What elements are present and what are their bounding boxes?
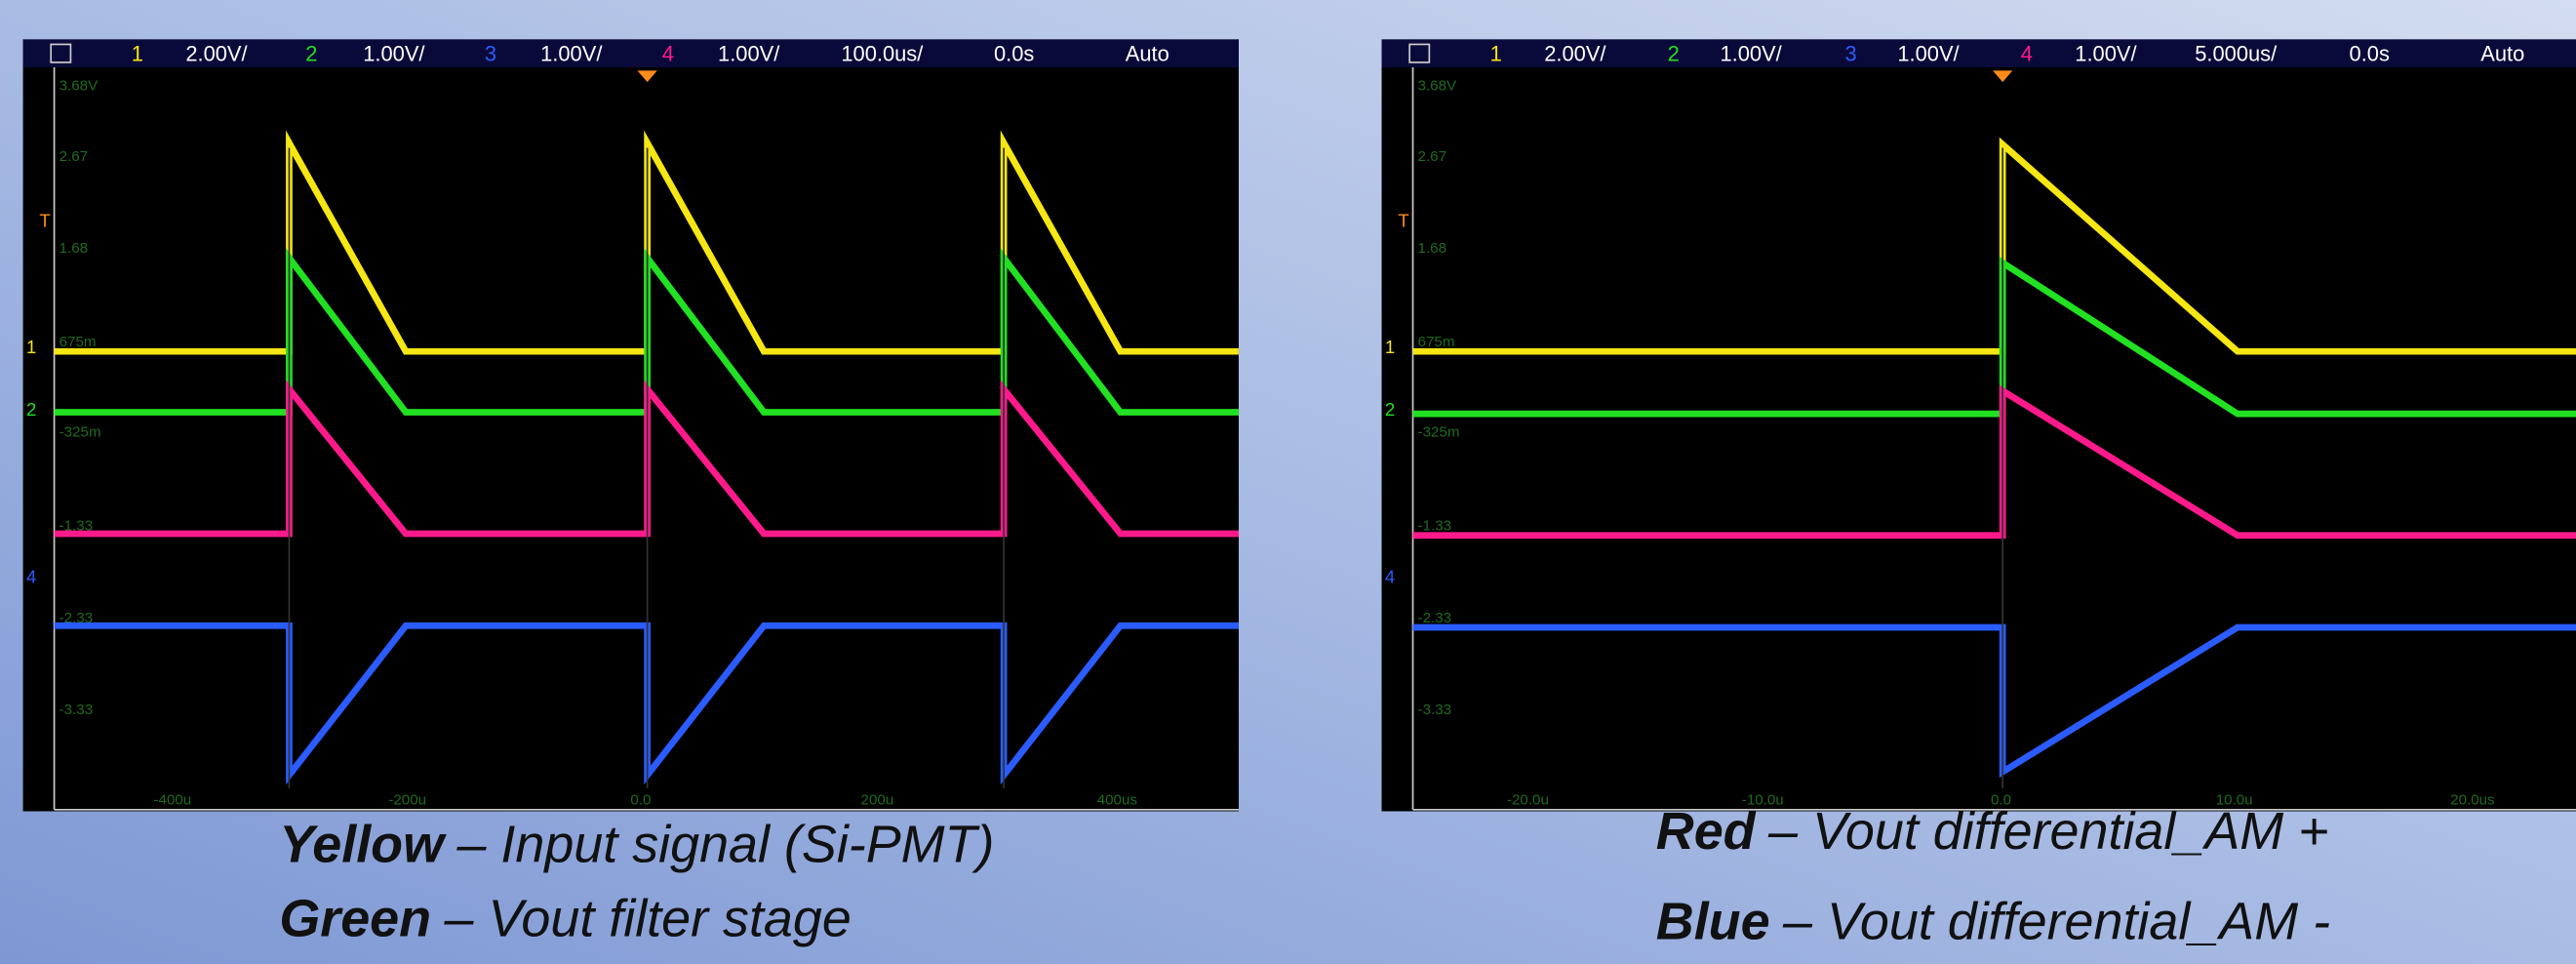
y-label: -1.33	[1418, 518, 1452, 535]
y-label: -2.33	[1418, 610, 1452, 626]
channel-number: 1	[132, 41, 143, 65]
caption-label: Green	[279, 889, 431, 947]
y-label: 2.67	[1418, 148, 1447, 165]
caption-text: – Vout filter stage	[444, 889, 852, 947]
y-label: -3.33	[59, 702, 94, 718]
channel-number: 4	[2021, 41, 2033, 65]
delay: 0.0s	[2350, 41, 2390, 65]
channel-marker: T	[1398, 210, 1408, 230]
channel-scale: 1.00V/	[363, 41, 425, 65]
y-label: -325m	[59, 424, 101, 441]
page: {"scopes": [ {"channels": [{"number": "1…	[0, 0, 2576, 964]
scope-screen	[1382, 39, 2576, 811]
channel-number: 2	[1668, 41, 1680, 65]
channel-marker: 2	[26, 399, 36, 420]
channel-number: 3	[485, 41, 496, 65]
caption: Green– Vout filter stage	[279, 889, 852, 947]
caption: Blue– Vout differential_AM -	[1656, 893, 2330, 951]
x-label: -20.0u	[1507, 792, 1549, 809]
channel-number: 4	[662, 41, 674, 65]
y-label: 3.68V	[59, 78, 99, 95]
x-label: -400u	[153, 792, 191, 809]
channel-marker: 4	[1385, 567, 1395, 587]
caption-text: – Input signal (Si-PMT)	[456, 816, 994, 874]
y-label: 3.68V	[1418, 78, 1457, 95]
channel-scale: 2.00V/	[185, 41, 248, 65]
channel-scale: 1.00V/	[1897, 41, 1960, 65]
timebase: 100.0us/	[841, 41, 924, 65]
x-label: 200u	[861, 792, 894, 809]
y-label: -325m	[1418, 424, 1460, 441]
y-label: 1.68	[1418, 240, 1447, 257]
caption-text: – Vout differential_AM +	[1767, 802, 2329, 861]
scope-screen	[23, 39, 1239, 811]
channel-scale: 1.00V/	[1720, 41, 1782, 65]
timebase: 5.000us/	[2195, 41, 2278, 65]
caption-label: Red	[1656, 802, 1757, 861]
x-label: 400us	[1097, 792, 1138, 809]
y-label: 2.67	[59, 148, 88, 165]
y-label: 675m	[59, 334, 97, 350]
slide: 1 2.00V/2 1.00V/3 1.00V/4 1.00V/100.0us/0.0s…	[0, 0, 2576, 964]
channel-marker: 1	[1385, 337, 1395, 357]
channel-marker: 2	[1385, 399, 1395, 420]
caption-text: – Vout differential_AM -	[1782, 893, 2330, 951]
x-label: 0.0	[630, 792, 651, 809]
channel-number: 2	[305, 41, 317, 65]
x-label: -200u	[388, 792, 426, 809]
trigger-mode: Auto	[1126, 41, 1169, 65]
caption-label: Yellow	[279, 816, 447, 874]
x-label: 20.0us	[2450, 792, 2495, 809]
channel-scale: 1.00V/	[718, 41, 780, 65]
y-label: -3.33	[1418, 702, 1452, 718]
trigger-mode: Auto	[2480, 41, 2524, 65]
channel-scale: 2.00V/	[1544, 41, 1606, 65]
caption-label: Blue	[1656, 893, 1770, 951]
channel-marker: 4	[26, 567, 36, 587]
caption: Yellow– Input signal (Si-PMT)	[279, 816, 994, 874]
delay: 0.0s	[994, 41, 1034, 65]
channel-number: 3	[1844, 41, 1856, 65]
y-label: 1.68	[59, 240, 88, 257]
channel-scale: 1.00V/	[540, 41, 603, 65]
y-label: 675m	[1418, 334, 1455, 350]
channel-number: 1	[1490, 41, 1502, 65]
channel-marker: T	[39, 210, 50, 230]
channel-marker: 1	[26, 337, 36, 357]
channel-scale: 1.00V/	[2075, 41, 2137, 65]
